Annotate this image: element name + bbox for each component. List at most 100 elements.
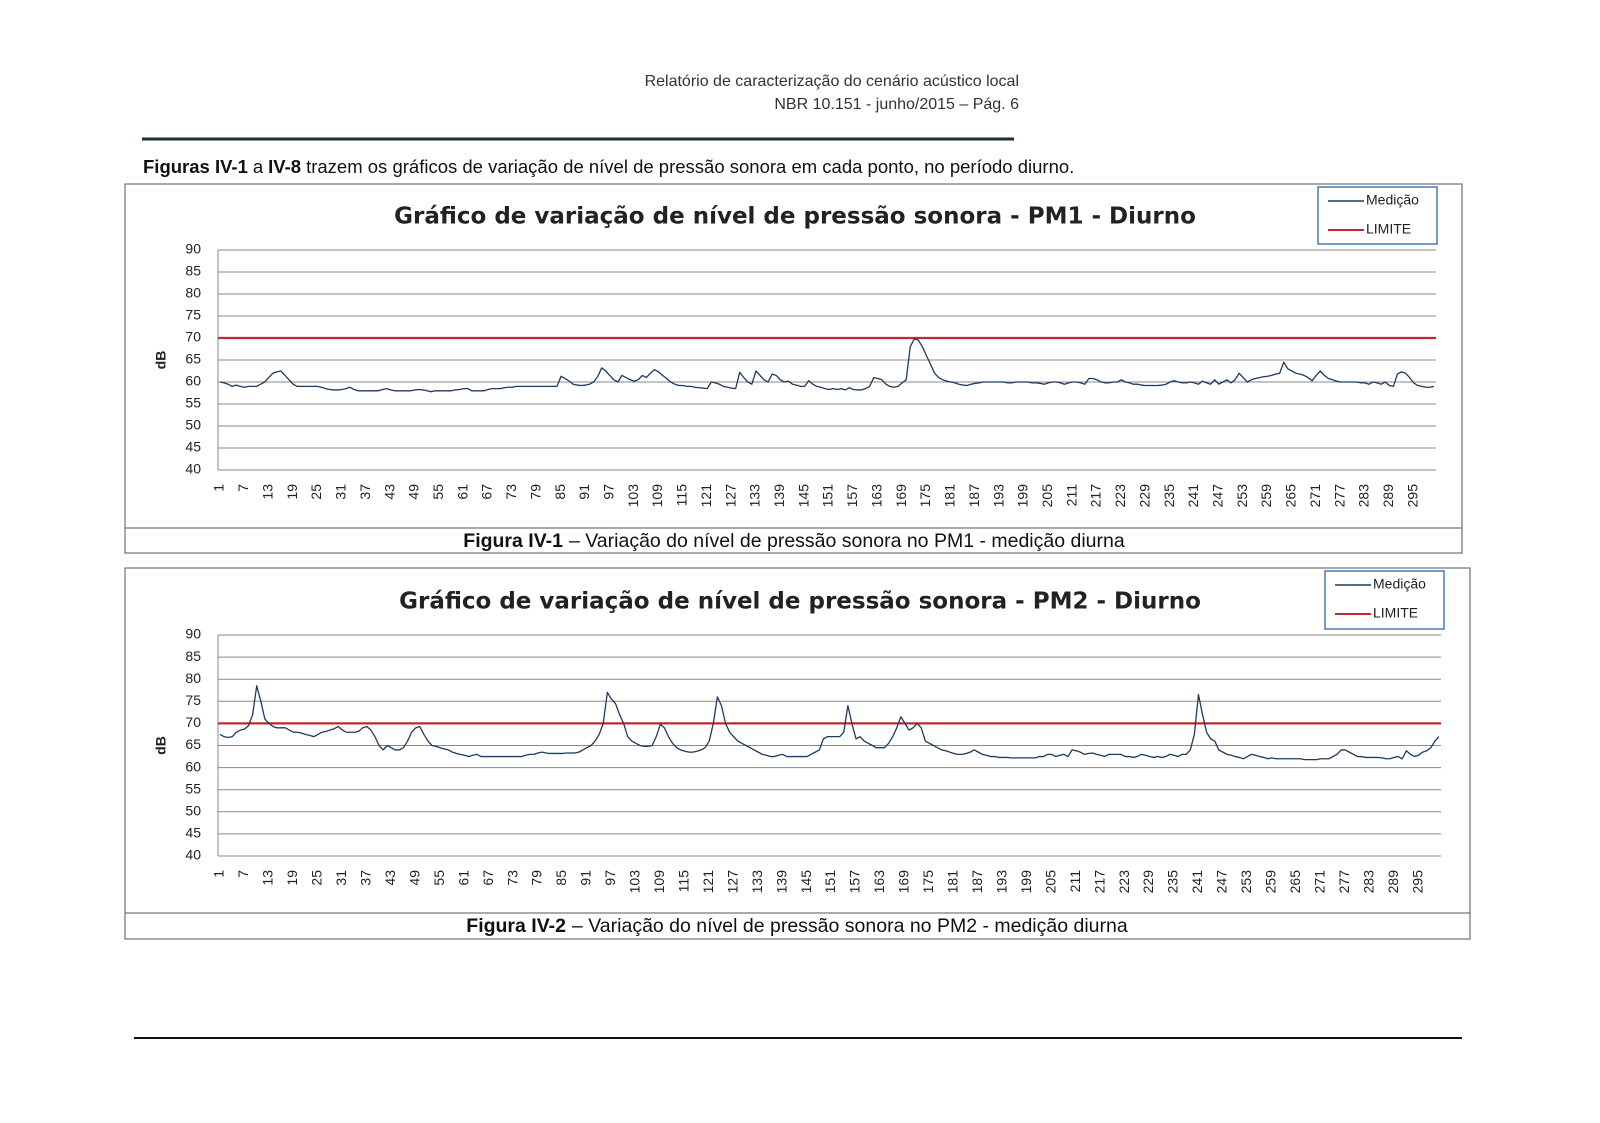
x-tick-label: 181 (945, 870, 961, 894)
y-tick-label: 70 (185, 329, 201, 345)
x-tick-label: 103 (625, 484, 641, 508)
x-tick-label: 295 (1404, 484, 1420, 508)
x-tick-label: 61 (455, 870, 471, 886)
x-tick-label: 139 (773, 870, 789, 894)
x-tick-label: 7 (235, 484, 251, 492)
x-tick-label: 229 (1136, 484, 1152, 508)
caption-text: – Variação do nível de pressão sonora no… (572, 915, 1128, 937)
x-tick-label: 193 (990, 484, 1006, 508)
x-tick-label: 91 (576, 484, 592, 500)
x-tick-label: 283 (1360, 870, 1376, 894)
x-tick-label: 205 (1042, 870, 1058, 894)
x-tick-label: 73 (503, 484, 519, 500)
y-tick-label: 75 (185, 307, 201, 323)
x-tick-label: 55 (431, 870, 447, 886)
figure-caption: Figura IV-1 – Variação do nível de pressã… (463, 530, 1125, 552)
y-tick-label: 90 (185, 241, 201, 257)
x-tick-label: 31 (333, 870, 349, 886)
x-tick-label: 67 (480, 870, 496, 886)
y-tick-label: 65 (185, 736, 201, 752)
x-tick-label: 109 (651, 870, 667, 894)
intro-part: IV-8 (268, 156, 301, 177)
chart-title: Gráfico de variação de nível de pressão … (399, 589, 1201, 615)
x-tick-label: 157 (847, 870, 863, 894)
x-tick-label: 169 (896, 870, 912, 894)
x-tick-label: 133 (749, 870, 765, 894)
header-line: NBR 10.151 - junho/2015 – Pág. 6 (774, 96, 1019, 113)
x-tick-label: 223 (1112, 484, 1128, 508)
x-tick-label: 109 (649, 484, 665, 508)
legend-box (1317, 186, 1438, 245)
x-tick-label: 175 (917, 484, 933, 508)
x-tick-label: 73 (504, 870, 520, 886)
x-tick-label: 133 (747, 484, 763, 508)
intro-part: Figuras IV-1 (143, 156, 248, 177)
x-tick-label: 43 (381, 484, 397, 500)
x-tick-label: 115 (674, 484, 690, 507)
legend-label: Medição (1366, 192, 1419, 208)
x-tick-label: 187 (969, 870, 985, 894)
x-tick-label: 295 (1409, 870, 1425, 894)
x-tick-label: 1 (211, 870, 227, 878)
x-tick-label: 235 (1165, 870, 1181, 894)
x-tick-label: 247 (1209, 484, 1225, 508)
x-tick-label: 139 (771, 484, 787, 508)
x-tick-label: 271 (1311, 870, 1327, 894)
x-tick-label: 37 (358, 870, 374, 886)
x-tick-label: 265 (1287, 870, 1303, 894)
x-tick-label: 193 (993, 870, 1009, 894)
x-tick-label: 259 (1263, 870, 1279, 894)
x-tick-label: 115 (675, 870, 691, 893)
x-tick-label: 25 (309, 870, 325, 886)
legend-label: Medição (1373, 576, 1426, 592)
x-tick-label: 163 (868, 484, 884, 508)
y-tick-label: 50 (185, 803, 201, 819)
x-tick-label: 223 (1116, 870, 1132, 894)
y-axis-label: dB (153, 351, 169, 370)
x-tick-label: 19 (284, 870, 300, 886)
y-tick-label: 65 (185, 351, 201, 367)
chart-title: Gráfico de variação de nível de pressão … (394, 204, 1196, 230)
legend-label: LIMITE (1373, 605, 1418, 621)
y-tick-label: 55 (185, 780, 201, 796)
x-tick-label: 157 (844, 484, 860, 508)
x-tick-label: 265 (1283, 484, 1299, 508)
x-tick-label: 277 (1336, 870, 1352, 894)
x-tick-label: 85 (552, 484, 568, 500)
x-tick-label: 91 (578, 870, 594, 886)
y-tick-label: 40 (185, 461, 201, 477)
x-tick-label: 25 (308, 484, 324, 500)
x-tick-label: 49 (406, 484, 422, 500)
x-tick-label: 217 (1091, 870, 1107, 894)
x-tick-label: 145 (798, 870, 814, 894)
x-tick-label: 181 (942, 484, 958, 508)
x-tick-label: 199 (1018, 870, 1034, 894)
series-line (219, 338, 1435, 393)
legend-label: LIMITE (1366, 221, 1411, 237)
y-tick-label: 85 (185, 648, 201, 664)
y-tick-label: 45 (185, 825, 201, 841)
intro-part: a (253, 156, 264, 177)
x-tick-label: 229 (1140, 870, 1156, 894)
x-tick-label: 61 (454, 484, 470, 500)
x-tick-label: 43 (382, 870, 398, 886)
x-tick-label: 283 (1356, 484, 1372, 508)
legend-box (1324, 570, 1445, 630)
x-tick-label: 79 (527, 484, 543, 500)
y-tick-label: 80 (185, 670, 201, 686)
x-tick-label: 235 (1161, 484, 1177, 508)
x-tick-label: 253 (1238, 870, 1254, 894)
x-tick-label: 151 (822, 870, 838, 894)
x-tick-label: 187 (966, 484, 982, 508)
y-tick-label: 85 (185, 263, 201, 279)
x-tick-label: 211 (1063, 484, 1079, 507)
x-tick-label: 253 (1234, 484, 1250, 508)
x-tick-label: 85 (553, 870, 569, 886)
x-tick-label: 31 (333, 484, 349, 500)
chart-frame (124, 567, 1471, 940)
x-tick-label: 67 (479, 484, 495, 500)
chart: Gráfico de variação de nível de pressão … (124, 183, 1463, 554)
y-tick-label: 75 (185, 692, 201, 708)
x-tick-label: 97 (600, 484, 616, 500)
